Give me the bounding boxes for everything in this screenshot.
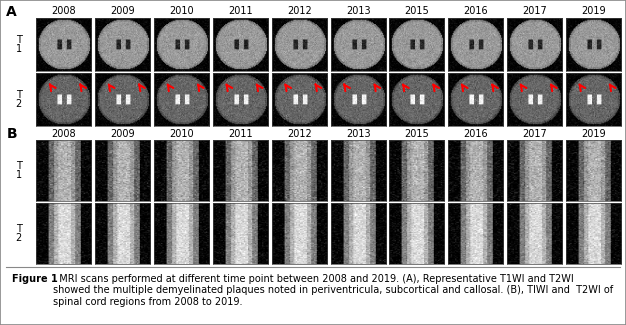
- Text: 2016: 2016: [463, 129, 488, 139]
- Text: 2010: 2010: [169, 6, 194, 17]
- Text: 2015: 2015: [404, 6, 429, 17]
- Text: T
1: T 1: [16, 35, 22, 54]
- Text: MRI scans performed at different time point between 2008 and 2019. (A), Represen: MRI scans performed at different time po…: [53, 274, 613, 307]
- Text: 2017: 2017: [522, 6, 547, 17]
- Text: T
2: T 2: [16, 90, 22, 109]
- Text: 2011: 2011: [228, 129, 253, 139]
- Text: T
2: T 2: [16, 224, 22, 243]
- Text: 2013: 2013: [346, 6, 371, 17]
- Text: T
1: T 1: [16, 161, 22, 180]
- Text: 2008: 2008: [51, 129, 76, 139]
- Text: 2019: 2019: [581, 6, 606, 17]
- Text: 2013: 2013: [346, 129, 371, 139]
- Text: 2012: 2012: [287, 6, 312, 17]
- Text: 2009: 2009: [110, 6, 135, 17]
- Text: A: A: [6, 5, 17, 19]
- Text: 2019: 2019: [581, 129, 606, 139]
- Text: 2015: 2015: [404, 129, 429, 139]
- Text: 2008: 2008: [51, 6, 76, 17]
- Text: Figure 1: Figure 1: [13, 274, 58, 284]
- Text: 2010: 2010: [169, 129, 194, 139]
- Text: 2016: 2016: [463, 6, 488, 17]
- Text: B: B: [6, 127, 17, 141]
- Text: 2011: 2011: [228, 6, 253, 17]
- Text: 2012: 2012: [287, 129, 312, 139]
- Text: 2017: 2017: [522, 129, 547, 139]
- Text: 2009: 2009: [110, 129, 135, 139]
